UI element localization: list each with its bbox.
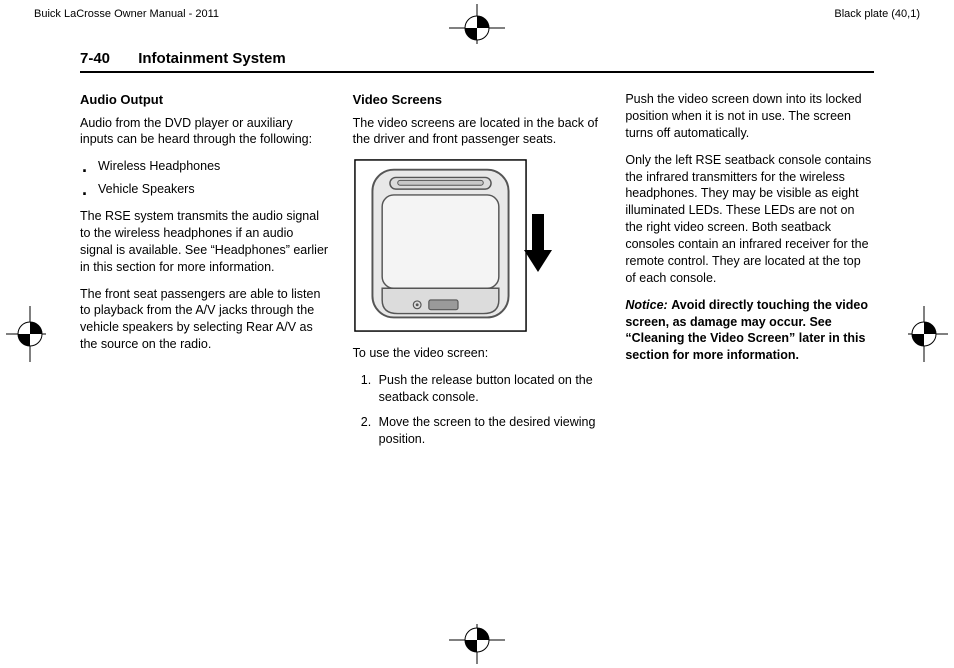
video-screens-heading: Video Screens	[353, 91, 602, 109]
page-number: 7-40	[80, 50, 110, 67]
notice-block: Notice: Avoid directly touching the vide…	[625, 297, 874, 365]
body-text: Only the left RSE seatback console conta…	[625, 152, 874, 287]
down-arrow-icon	[518, 206, 558, 286]
step-item: Move the screen to the desired viewing p…	[375, 414, 602, 448]
register-mark-left	[6, 306, 46, 362]
column-1: Audio Output Audio from the DVD player o…	[80, 91, 329, 456]
notice-label: Notice:	[625, 298, 667, 312]
body-text: Audio from the DVD player or auxiliary i…	[80, 115, 329, 149]
seatback-console-illustration	[353, 158, 528, 333]
register-mark-bottom	[449, 624, 505, 664]
column-2: Video Screens The video screens are loca…	[353, 91, 602, 456]
body-text: The video screens are located in the bac…	[353, 115, 602, 149]
bullet-item: Wireless Headphones	[80, 158, 329, 175]
page-header-rule: 7-40 Infotainment System	[80, 50, 874, 73]
manual-title: Buick LaCrosse Owner Manual - 2011	[34, 8, 219, 20]
body-text: Push the video screen down into its lock…	[625, 91, 874, 142]
audio-output-heading: Audio Output	[80, 91, 329, 109]
step-item: Push the release button located on the s…	[375, 372, 602, 406]
body-text: To use the video screen:	[353, 345, 602, 362]
section-title: Infotainment System	[138, 50, 286, 67]
bullet-item: Vehicle Speakers	[80, 181, 329, 198]
register-mark-right	[908, 306, 948, 362]
plate-label: Black plate (40,1)	[834, 8, 920, 20]
register-mark-top	[449, 4, 505, 44]
body-text: The RSE system transmits the audio signa…	[80, 208, 329, 276]
video-screen-figure	[353, 158, 602, 333]
body-text: The front seat passengers are able to li…	[80, 286, 329, 354]
column-3: Push the video screen down into its lock…	[625, 91, 874, 456]
